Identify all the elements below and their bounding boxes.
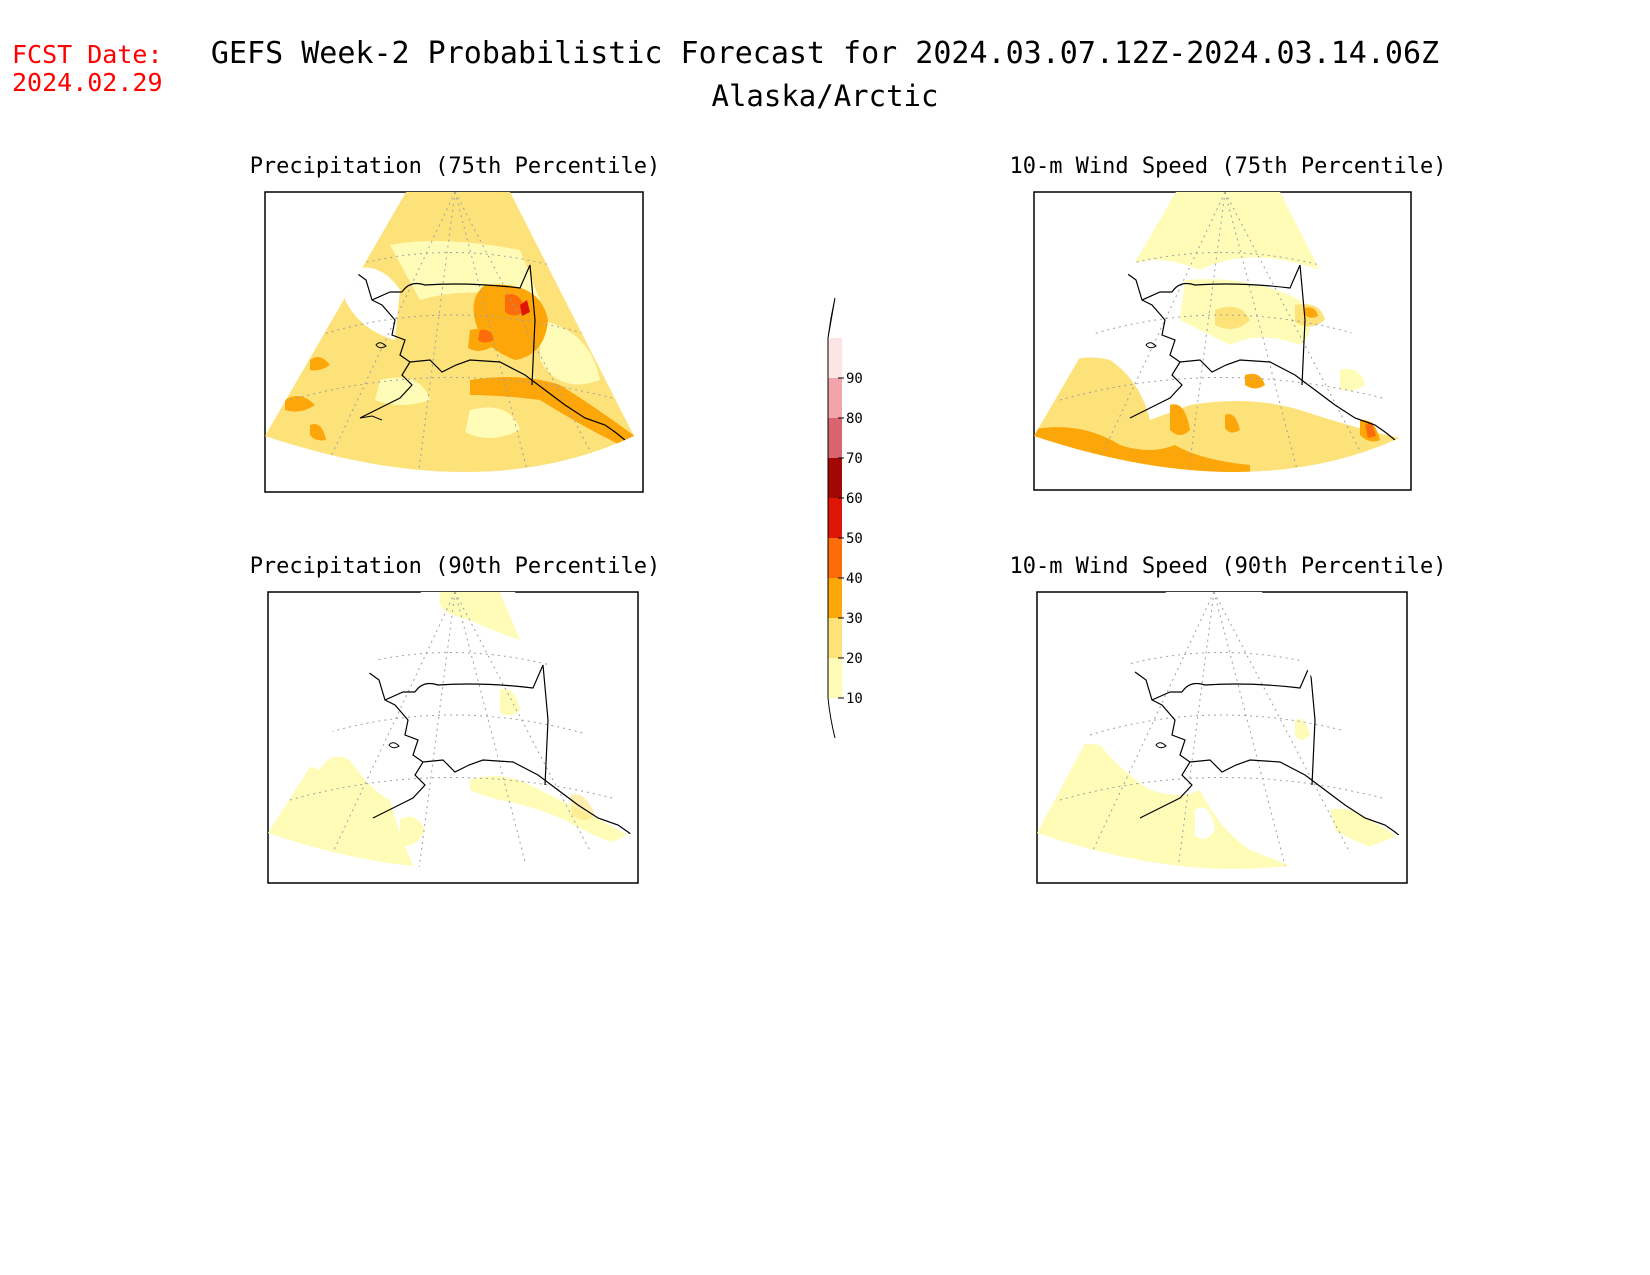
colorbar-label: 70 — [846, 451, 863, 467]
page-title: GEFS Week-2 Probabilistic Forecast for 2… — [211, 36, 1439, 71]
panel-title: 10-m Wind Speed (90th Percentile) — [1009, 554, 1446, 579]
colorbar-label: 30 — [846, 611, 863, 627]
colorbar-swatch — [828, 458, 842, 498]
colorbar-swatch — [828, 338, 842, 378]
page-subtitle: Alaska/Arctic — [712, 79, 939, 113]
colorbar-top-cap — [827, 297, 836, 339]
alaska-map-icon — [1037, 592, 1403, 869]
fcst-label: FCST Date: — [12, 40, 163, 69]
colorbar-label: 60 — [846, 491, 863, 507]
alaska-map-icon — [265, 192, 634, 472]
colorbar-label: 90 — [846, 371, 863, 387]
colorbar-label: 50 — [846, 531, 863, 547]
fcst-date: 2024.02.29 — [12, 68, 163, 97]
panel-title: Precipitation (75th Percentile) — [250, 154, 661, 179]
colorbar-label: 80 — [846, 411, 863, 427]
colorbar-swatch — [828, 618, 842, 658]
colorbar-label: 40 — [846, 571, 863, 587]
colorbar-label: 10 — [846, 691, 863, 707]
colorbar-swatch — [828, 378, 842, 418]
colorbar-swatch — [828, 418, 842, 458]
panel-wind-75: 10-m Wind Speed (75th Percentile) — [1009, 154, 1447, 491]
panel-precip-75: Precipitation (75th Percentile) — [250, 154, 661, 493]
colorbar-swatch — [828, 578, 842, 618]
colorbar-swatch — [828, 498, 842, 538]
colorbar-bottom-cap — [827, 697, 836, 739]
alaska-map-icon — [268, 592, 632, 869]
colorbar-swatch — [828, 658, 842, 698]
colorbar-swatch — [828, 538, 842, 578]
panel-precip-90: Precipitation (90th Percentile) — [250, 554, 661, 884]
panel-wind-90: 10-m Wind Speed (90th Percentile) — [1009, 554, 1447, 884]
colorbar-legend: 10 20 30 40 50 60 70 80 90 — [827, 297, 863, 739]
colorbar-label: 20 — [846, 651, 863, 667]
alaska-map-icon — [1034, 192, 1404, 472]
panel-title: Precipitation (90th Percentile) — [250, 554, 661, 579]
panel-title: 10-m Wind Speed (75th Percentile) — [1009, 154, 1446, 179]
